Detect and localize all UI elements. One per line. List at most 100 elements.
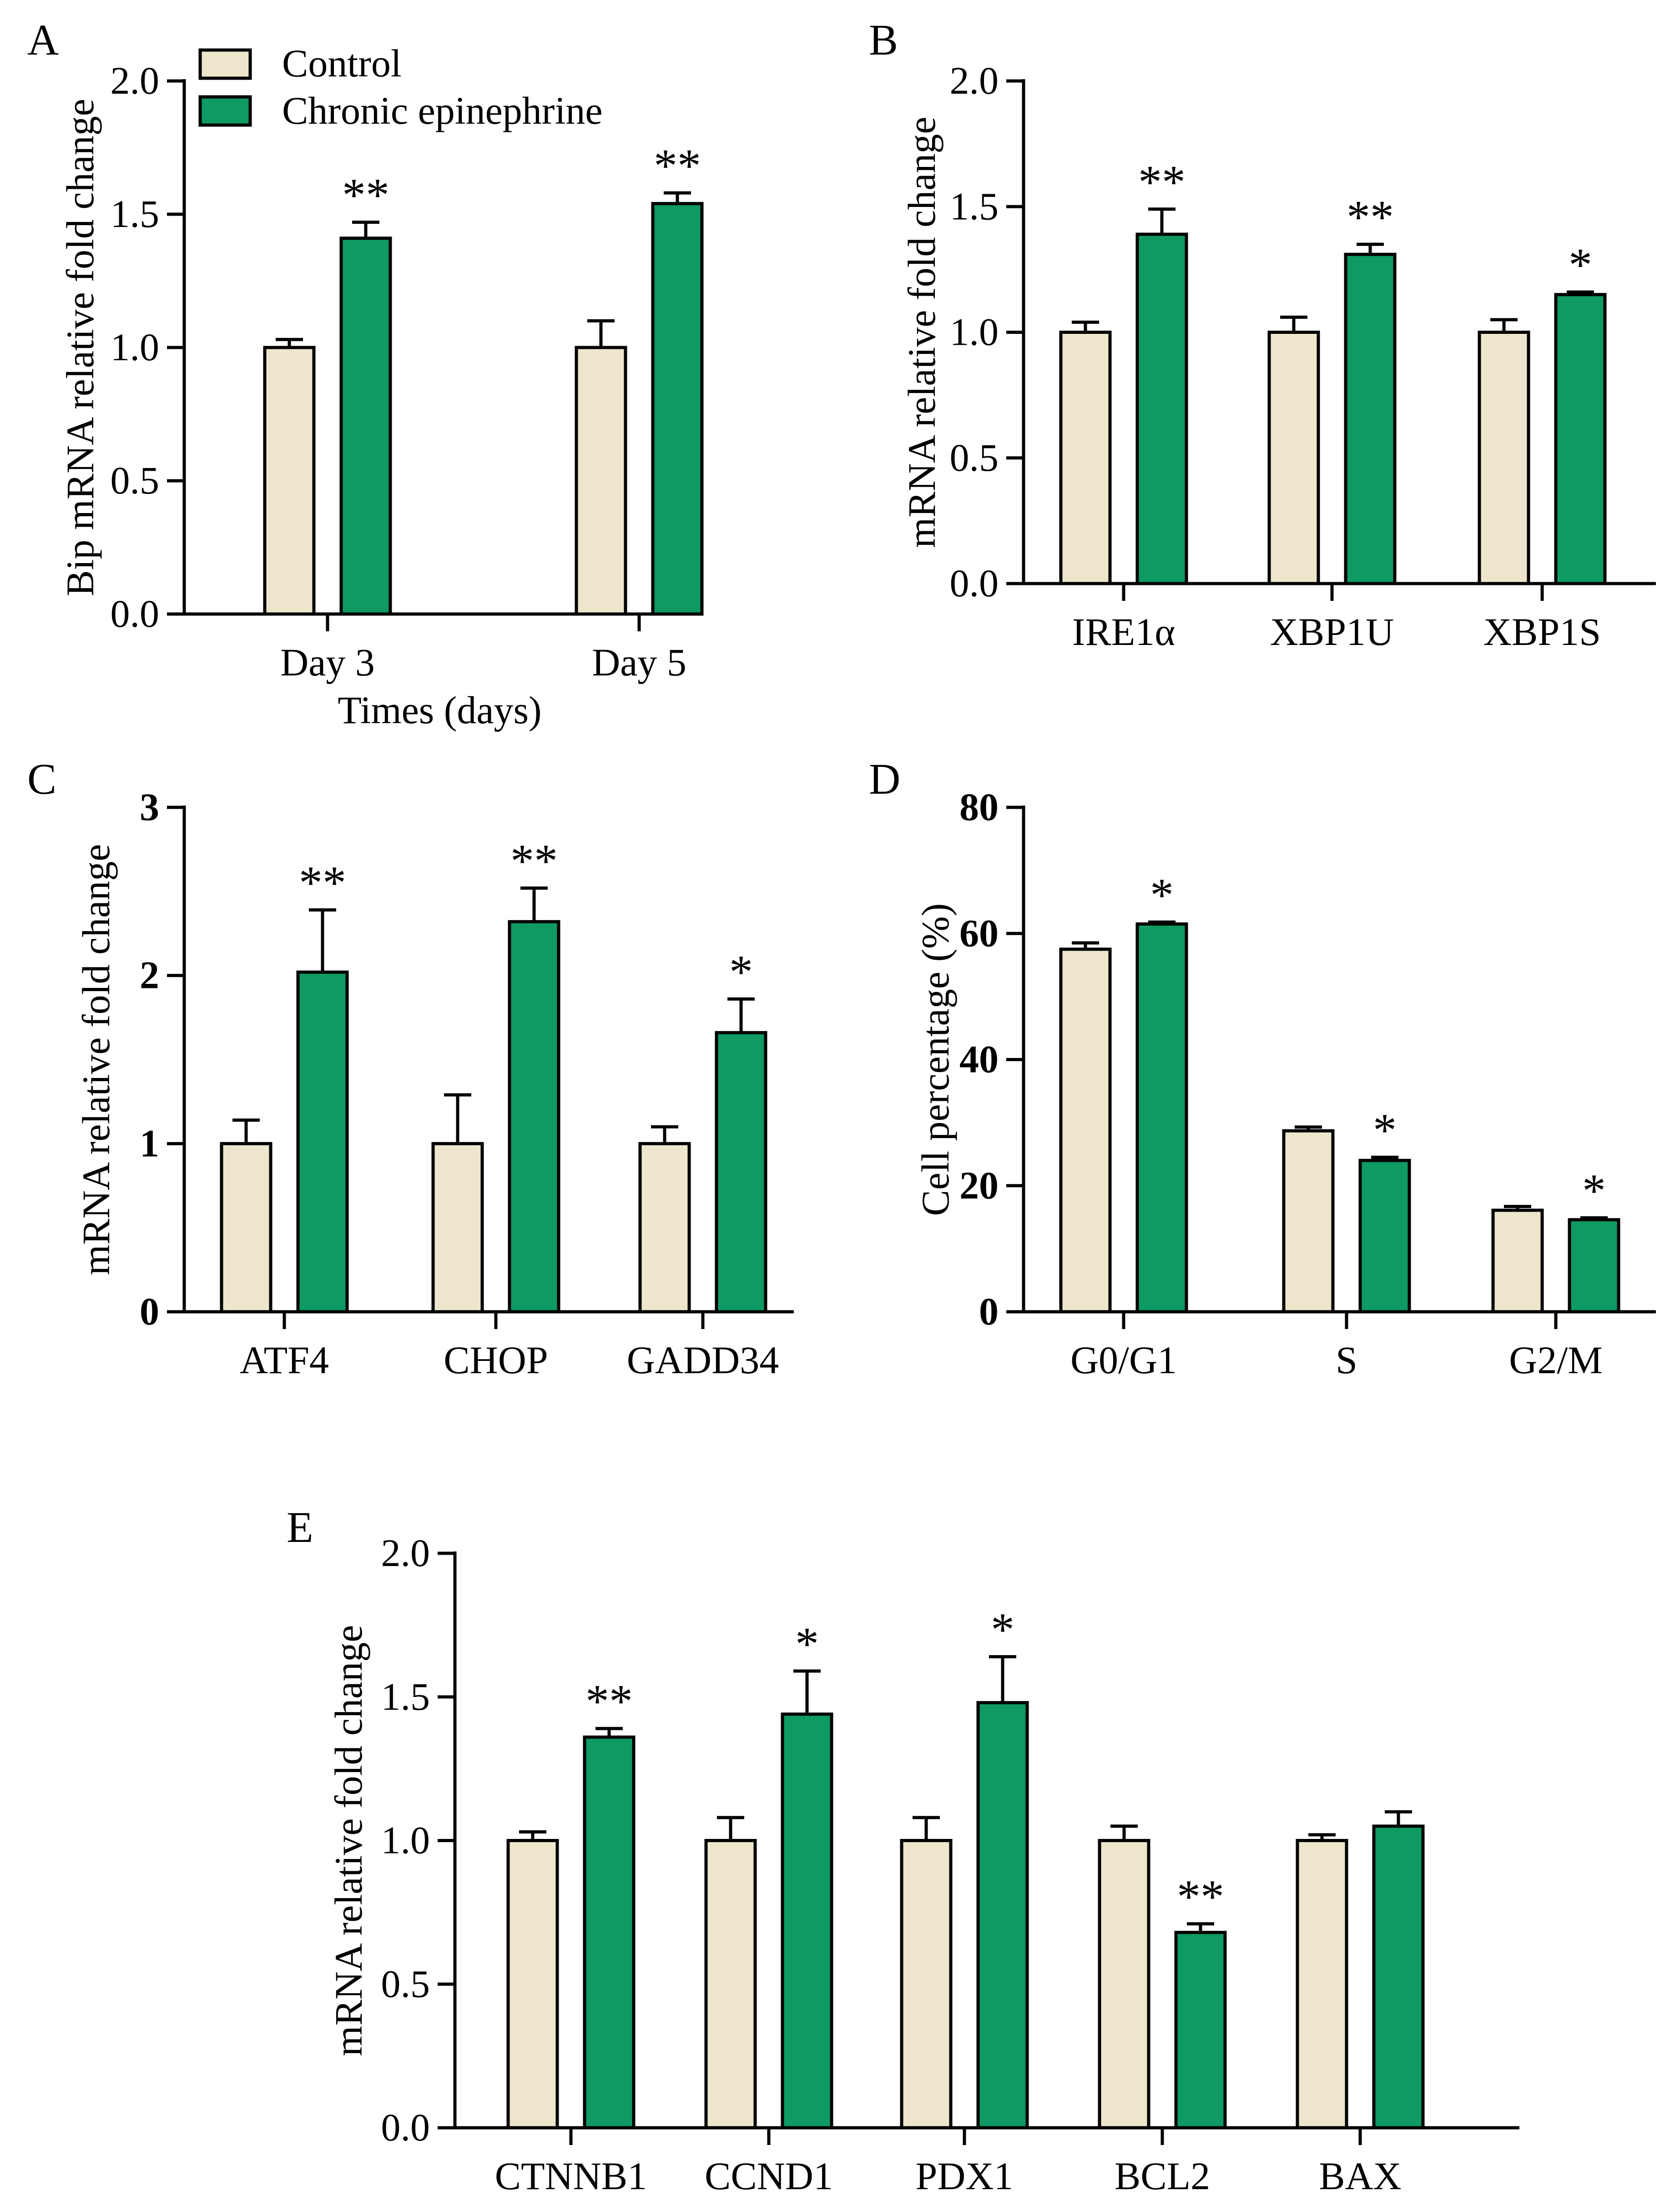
bar-control	[704, 1839, 757, 2130]
y-tick-label: 0.5	[111, 458, 160, 502]
y-tick-label: 1	[140, 1121, 159, 1165]
bar-treatment	[296, 970, 349, 1314]
bar-control	[638, 1142, 691, 1314]
bar-control	[900, 1839, 953, 2130]
y-tick-label: 20	[959, 1163, 999, 1207]
bar-control	[263, 346, 316, 616]
significance-mark: **	[510, 835, 558, 887]
y-axis-title: mRNA relative fold change	[74, 844, 118, 1275]
y-axis-title: Cell percentage (%)	[913, 903, 957, 1216]
bar-treatment	[1135, 922, 1188, 1314]
bar-control	[1059, 947, 1112, 1314]
bar-treatment	[1554, 293, 1607, 585]
bar-treatment	[339, 237, 392, 616]
y-tick-label: 0.5	[381, 1962, 430, 2005]
x-tick-label: BCL2	[1115, 2154, 1210, 2198]
bar-control	[506, 1839, 559, 2130]
bar-control	[1491, 1209, 1544, 1314]
significance-mark: *	[795, 1618, 819, 1670]
panel-e: E 0.0 0.5 1.0 1.5 2.0 mRNA relative fold chang…	[287, 1503, 1519, 2198]
x-tick-label: XBP1U	[1270, 610, 1394, 654]
y-tick-label: 2.0	[111, 59, 160, 102]
bar-treatment	[508, 920, 560, 1314]
x-tick-label: PDX1	[915, 2154, 1013, 2198]
bar-treatment	[715, 1031, 767, 1314]
bar-control	[1478, 331, 1530, 585]
x-tick-label: CHOP	[444, 1338, 548, 1382]
y-axis-title: mRNA relative fold change	[900, 116, 943, 548]
panel-label: B	[869, 15, 898, 64]
significance-mark: *	[1569, 239, 1592, 291]
x-tick-label: S	[1336, 1338, 1357, 1382]
significance-mark: *	[991, 1603, 1014, 1656]
bar-treatment	[1135, 232, 1188, 585]
panel-d: D 0 20 40 60 80 Cell percentage (%) G0/G1 * S * G2/…	[869, 755, 1656, 1382]
bar-treatment	[1568, 1218, 1620, 1314]
x-tick-label: CTNNB1	[495, 2154, 647, 2198]
bar-control	[1296, 1839, 1348, 2130]
panel-label: C	[27, 755, 56, 803]
x-tick-label: IRE1α	[1072, 610, 1175, 654]
y-tick-label: 2	[140, 953, 159, 997]
x-tick-label: BAX	[1319, 2154, 1402, 2198]
y-tick-label: 0	[979, 1289, 999, 1333]
bar-treatment	[1372, 1824, 1425, 2130]
significance-mark: *	[1582, 1164, 1606, 1217]
y-tick-label: 0.5	[950, 436, 999, 479]
legend-swatch-control	[198, 48, 252, 80]
bar-treatment	[1174, 1931, 1227, 2130]
x-tick-label: GADD34	[627, 1338, 779, 1382]
bar-control	[431, 1142, 484, 1314]
x-tick-label: Day 5	[592, 640, 686, 684]
significance-mark: *	[729, 946, 753, 998]
significance-mark: *	[1373, 1104, 1397, 1156]
y-tick-label: 1.0	[381, 1818, 430, 1862]
significance-mark: *	[1150, 869, 1174, 921]
bar-control	[1098, 1839, 1150, 2130]
y-tick-label: 60	[959, 911, 999, 955]
panel-label: A	[27, 15, 59, 64]
bar-treatment	[781, 1712, 833, 2130]
significance-mark: **	[654, 140, 701, 192]
legend-label-control: Control	[282, 41, 402, 85]
bar-treatment	[1358, 1158, 1411, 1314]
y-tick-label: 1.5	[381, 1675, 430, 1718]
bar-control	[1282, 1129, 1335, 1314]
y-tick-label: 1.5	[111, 192, 160, 236]
y-tick-label: 2.0	[950, 59, 999, 102]
x-tick-label: ATF4	[240, 1338, 329, 1382]
y-tick-label: 80	[959, 785, 999, 829]
legend-label-treatment: Chronic epinephrine	[282, 89, 603, 132]
significance-mark: **	[342, 169, 389, 222]
bar-control	[1267, 331, 1320, 585]
x-tick-label: XBP1S	[1483, 610, 1601, 654]
panel-label: E	[287, 1503, 313, 1551]
y-tick-label: 2.0	[381, 1531, 430, 1575]
y-tick-label: 0.0	[111, 592, 160, 635]
y-tick-label: 40	[959, 1038, 999, 1081]
bar-treatment	[1344, 252, 1397, 585]
bar-treatment	[976, 1701, 1029, 2130]
bar-control	[1059, 331, 1112, 585]
significance-mark: **	[585, 1675, 633, 1728]
x-tick-label: G2/M	[1509, 1338, 1602, 1382]
significance-mark: **	[299, 856, 346, 909]
y-tick-label: 3	[140, 785, 159, 829]
y-tick-label: 0	[140, 1289, 159, 1333]
x-tick-label: CCND1	[705, 2154, 833, 2198]
x-tick-label: G0/G1	[1070, 1338, 1177, 1382]
panel-label: D	[869, 755, 900, 803]
y-tick-label: 1.0	[111, 325, 160, 369]
bar-control	[220, 1142, 272, 1314]
x-axis-title: Times (days)	[338, 688, 541, 732]
bar-treatment	[651, 202, 704, 616]
bar-control	[575, 346, 627, 616]
y-tick-label: 0.0	[950, 561, 999, 605]
significance-mark: **	[1177, 1871, 1224, 1923]
y-tick-label: 1.5	[950, 184, 999, 228]
x-tick-label: Day 3	[280, 640, 375, 684]
